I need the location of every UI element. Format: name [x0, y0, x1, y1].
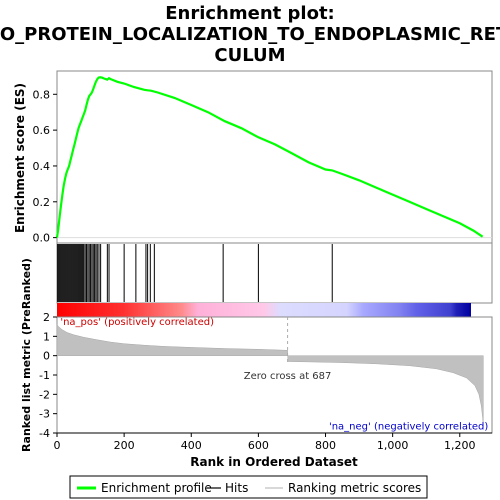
x-tick-label: 1,000 [377, 439, 409, 452]
x-tick-label: 0 [54, 439, 61, 452]
legend-metric-label: Ranking metric scores [288, 481, 421, 495]
chart-title-line-3: CULUM [214, 45, 285, 66]
hits-frame [56, 242, 493, 304]
rank-color-bar [57, 303, 471, 317]
x-tick-label: 800 [315, 439, 336, 452]
legend-enrichment-label: Enrichment profile [101, 481, 212, 495]
na-neg-annotation: 'na_neg' (negatively correlated) [329, 421, 488, 432]
ranked-metric-panel: -4 -3 -2 -1 0 1 2 'na_pos' (positively correla… [20, 258, 493, 452]
x-axis: 0 200 400 600 800 1,000 1,200 [54, 432, 492, 452]
es-plot-frame [56, 70, 493, 244]
zero-cross-annotation: Zero cross at 687 [244, 371, 332, 382]
enrichment-score-panel: 0.0 0.2 0.4 0.6 0.8 Enrichment score (ES) [13, 70, 493, 245]
chart-title-line-2: GO_PROTEIN_LOCALIZATION_TO_ENDOPLASMIC_R… [0, 24, 500, 45]
es-y-ticks: 0.0 0.2 0.4 0.6 0.8 [33, 88, 57, 245]
x-tick-label: 200 [114, 439, 135, 452]
es-y-tick-label: 0.4 [33, 160, 51, 173]
metric-y-tick-label: -1 [39, 369, 50, 382]
metric-y-tick-label: -3 [39, 408, 50, 421]
ranking-metric-area [56, 324, 484, 428]
metric-y-ticks: -4 -3 -2 -1 0 1 2 [39, 311, 57, 440]
legend: Enrichment profile Hits Ranking metric s… [69, 475, 428, 499]
metric-y-tick-label: -4 [39, 427, 50, 440]
es-y-axis-label: Enrichment score (ES) [13, 83, 27, 233]
es-y-tick-label: 0.6 [33, 124, 51, 137]
metric-y-tick-label: 1 [43, 330, 50, 343]
na-pos-annotation: 'na_pos' (positively correlated) [60, 317, 214, 328]
metric-y-tick-label: -2 [39, 388, 50, 401]
enrichment-profile-line [55, 76, 484, 238]
x-axis-label: Rank in Ordered Dataset [190, 455, 358, 469]
es-y-tick-label: 0.8 [33, 88, 51, 101]
chart-title-line-1: Enrichment plot: [165, 3, 335, 24]
x-tick-label: 1,200 [444, 439, 476, 452]
legend-hits-label: Hits [225, 481, 248, 495]
metric-y-tick-label: 2 [43, 311, 50, 324]
es-y-tick-label: 0.2 [33, 196, 51, 209]
es-y-tick-label: 0.0 [33, 232, 51, 245]
hits-panel [56, 242, 493, 304]
x-tick-label: 400 [181, 439, 202, 452]
metric-y-tick-label: 0 [43, 350, 50, 363]
hit-lines [57, 244, 333, 302]
metric-y-axis-label: Ranked list metric (PreRanked) [20, 258, 33, 452]
x-tick-label: 600 [248, 439, 269, 452]
legend-box [69, 475, 428, 499]
